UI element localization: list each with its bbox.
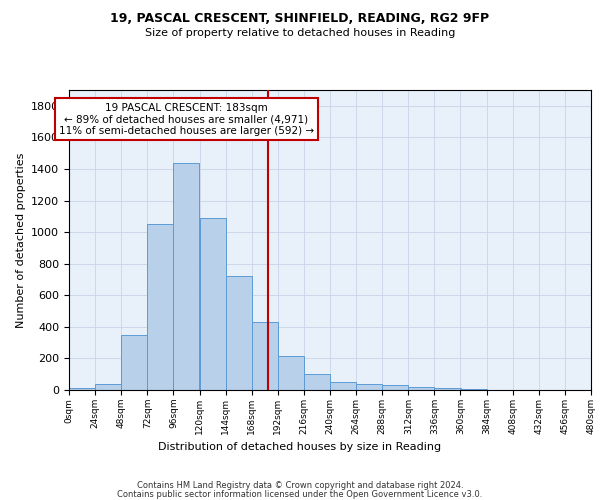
Bar bbox=[252, 322, 278, 390]
Bar bbox=[121, 334, 148, 390]
Text: Distribution of detached houses by size in Reading: Distribution of detached houses by size … bbox=[158, 442, 442, 452]
Bar bbox=[356, 384, 382, 390]
Bar bbox=[434, 388, 461, 390]
Text: Size of property relative to detached houses in Reading: Size of property relative to detached ho… bbox=[145, 28, 455, 38]
Text: 19 PASCAL CRESCENT: 183sqm
← 89% of detached houses are smaller (4,971)
11% of s: 19 PASCAL CRESCENT: 183sqm ← 89% of deta… bbox=[59, 102, 314, 136]
Bar bbox=[278, 356, 304, 390]
Bar bbox=[199, 218, 226, 390]
Bar bbox=[173, 162, 199, 390]
Y-axis label: Number of detached properties: Number of detached properties bbox=[16, 152, 26, 328]
Bar bbox=[69, 388, 95, 390]
Bar bbox=[461, 389, 487, 390]
Text: 19, PASCAL CRESCENT, SHINFIELD, READING, RG2 9FP: 19, PASCAL CRESCENT, SHINFIELD, READING,… bbox=[110, 12, 490, 26]
Bar bbox=[408, 387, 434, 390]
Bar bbox=[382, 386, 409, 390]
Bar bbox=[95, 384, 121, 390]
Text: Contains public sector information licensed under the Open Government Licence v3: Contains public sector information licen… bbox=[118, 490, 482, 499]
Bar bbox=[304, 374, 330, 390]
Bar bbox=[226, 276, 252, 390]
Bar bbox=[148, 224, 173, 390]
Text: Contains HM Land Registry data © Crown copyright and database right 2024.: Contains HM Land Registry data © Crown c… bbox=[137, 481, 463, 490]
Bar bbox=[330, 382, 356, 390]
